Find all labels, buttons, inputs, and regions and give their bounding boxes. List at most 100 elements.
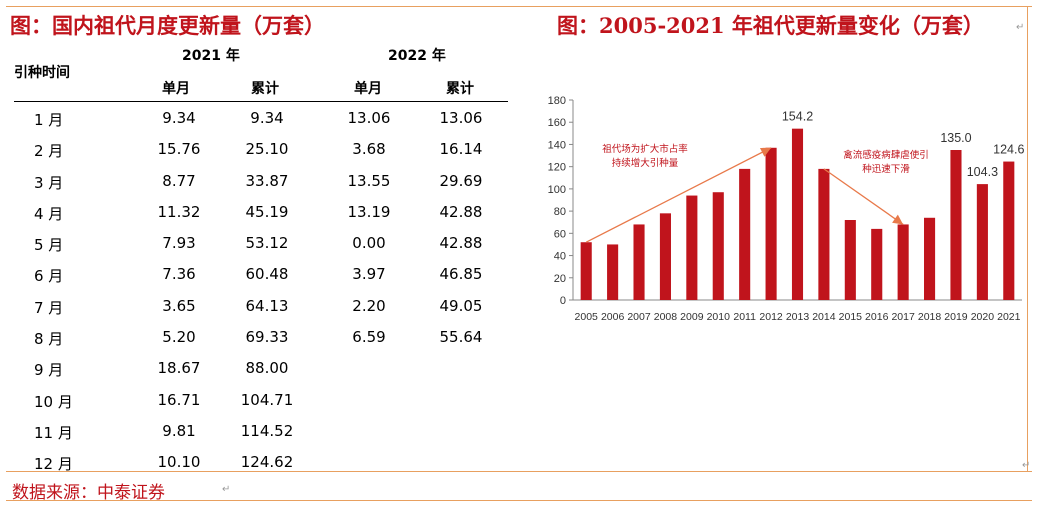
single-2021-cell: 7.36: [162, 265, 196, 284]
x-tick-label: 2018: [918, 311, 942, 323]
x-tick-label: 2011: [733, 311, 756, 323]
year-2022-header: 2022 年: [388, 48, 446, 64]
single-2021-cell: 15.76: [157, 140, 201, 159]
single-2022-cell: 3.68: [352, 140, 386, 159]
sub-header-single-2021: 单月: [162, 81, 190, 97]
cum-2022-cell: 46.85: [439, 265, 483, 284]
y-tick-label: 0: [560, 295, 566, 307]
single-2022-cell: 6.59: [352, 328, 386, 347]
cum-2021-cell: 104.71: [240, 390, 294, 409]
cum-2021-cell: 114.52: [240, 421, 294, 440]
sub-header-cum-2022: 累计: [446, 81, 474, 97]
data-label-2021: 124.6: [993, 143, 1024, 157]
data-label-2020: 104.3: [967, 165, 998, 179]
single-2022-cell: 2.20: [352, 296, 386, 315]
table-row: 10 月 16.71 104.71: [14, 384, 508, 415]
table-header: 引种时间 2021 年 2022 年 单月 累计 单月 累计: [14, 40, 508, 102]
x-tick-label: 2020: [971, 311, 995, 323]
bar-2005: [580, 242, 592, 300]
single-2021-cell: 9.81: [162, 421, 196, 440]
bar-2008: [659, 213, 671, 300]
single-2021-cell: 11.32: [157, 202, 201, 221]
annotation-1-line: 持续增大引种量: [612, 157, 679, 169]
single-2021-cell: 16.71: [157, 390, 201, 409]
month-cell: 2 月: [34, 142, 64, 161]
single-2021-cell: 9.34: [162, 109, 196, 127]
data-label-2013: 154.2: [782, 110, 813, 124]
cum-2021-cell: 45.19: [245, 202, 289, 221]
cum-2021-cell: 33.87: [245, 171, 289, 190]
month-cell: 3 月: [34, 173, 64, 192]
bar-2014: [818, 168, 830, 300]
bar-2015: [844, 220, 856, 300]
bar-2010: [712, 192, 724, 300]
x-tick-label: 2014: [812, 311, 836, 323]
cum-2022-cell: 16.14: [439, 140, 483, 159]
y-tick-label: 60: [554, 228, 566, 240]
month-cell: 1 月: [34, 111, 64, 129]
single-2021-cell: 8.77: [162, 171, 196, 190]
footer-border: [6, 500, 1032, 501]
cum-2022-cell: 55.64: [439, 328, 483, 347]
single-2022-cell: 3.97: [352, 265, 386, 284]
bar-2021: [1003, 161, 1015, 300]
y-tick-label: 100: [548, 184, 566, 196]
bar-2007: [633, 224, 645, 300]
row-header-label: 引种时间: [14, 65, 70, 81]
x-tick-label: 2007: [627, 311, 651, 323]
table-row: 4 月 11.32 45.19 13.19 42.88: [14, 196, 508, 227]
bar-2020: [976, 184, 988, 300]
table-row: 11 月 9.81 114.52: [14, 415, 508, 446]
bar-2006: [607, 244, 619, 300]
month-cell: 11 月: [34, 423, 73, 442]
x-tick-label: 2005: [575, 311, 599, 323]
bar-2013: [791, 128, 804, 300]
data-source: 数据来源：中泰证券: [12, 483, 165, 503]
cum-2022-cell: 42.88: [439, 202, 483, 221]
cum-2022-cell: 13.06: [439, 109, 483, 127]
single-2022-cell: 13.19: [347, 202, 391, 221]
single-2021-cell: 7.93: [162, 234, 196, 253]
single-2022-cell: 0.00: [352, 234, 386, 253]
trend-arrow-1: [759, 147, 772, 157]
y-tick-label: 20: [554, 273, 566, 285]
x-tick-label: 2016: [865, 311, 889, 323]
month-cell: 8 月: [34, 330, 64, 349]
monthly-update-table: 引种时间 2021 年 2022 年 单月 累计 单月 累计 1 月 9.34 9.…: [14, 40, 508, 478]
table-row: 3 月 8.77 33.87 13.55 29.69: [14, 165, 508, 196]
month-cell: 6 月: [34, 267, 64, 286]
bar-2012: [765, 147, 777, 300]
single-2021-cell: 5.20: [162, 328, 196, 347]
month-cell: 10 月: [34, 392, 73, 411]
x-tick-label: 2019: [944, 311, 968, 323]
table-row: 12 月 10.10 124.62: [14, 446, 508, 477]
y-tick-label: 160: [548, 117, 566, 129]
bar-2018: [924, 217, 936, 300]
table-row: 8 月 5.20 69.33 6.59 55.64: [14, 321, 508, 352]
cum-2021-cell: 124.62: [240, 453, 294, 472]
x-tick-label: 2008: [654, 311, 678, 323]
x-tick-label: 2006: [601, 311, 625, 323]
grandparent-update-chart: 0 20 40 60 80 100 120 140 160 180 2005 2006 2007 2008…: [548, 95, 1025, 323]
x-tick-label: 2015: [839, 311, 863, 323]
single-2022-cell: 13.55: [347, 171, 391, 190]
paragraph-mark-icon: ↵: [1022, 460, 1031, 471]
table-row: 9 月 18.67 88.00: [14, 352, 508, 383]
cum-2022-cell: 42.88: [439, 234, 483, 253]
bar-2011: [739, 168, 751, 300]
cum-2021-cell: 25.10: [245, 140, 289, 159]
y-tick-label: 180: [548, 95, 566, 107]
month-cell: 7 月: [34, 298, 64, 317]
x-tick-label: 2009: [680, 311, 704, 323]
bar-2009: [686, 195, 698, 300]
month-cell: 9 月: [34, 361, 64, 380]
frame-top-border: [6, 6, 1032, 7]
year-2021-header: 2021 年: [182, 48, 240, 64]
sub-header-cum-2021: 累计: [251, 81, 279, 97]
left-figure-title: 图：国内祖代月度更新量（万套）: [10, 13, 325, 38]
cum-2021-cell: 69.33: [245, 328, 289, 347]
month-cell: 5 月: [34, 236, 64, 255]
cum-2021-cell: 9.34: [250, 109, 284, 127]
table-row: 7 月 3.65 64.13 2.20 49.05: [14, 290, 508, 321]
annotation-1-line: 祖代场为扩大市占率: [602, 143, 688, 155]
